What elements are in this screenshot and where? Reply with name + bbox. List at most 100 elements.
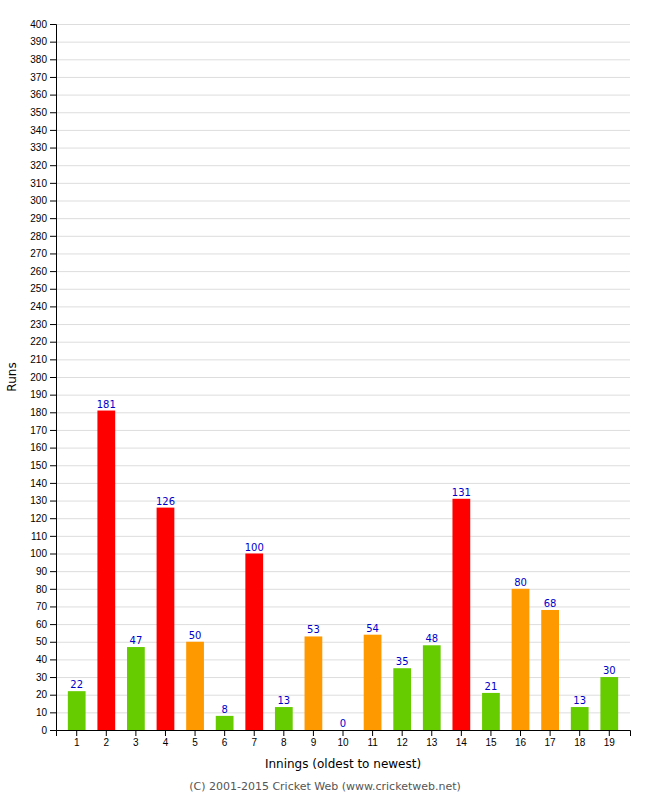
grid-tick <box>56 342 630 343</box>
grid-tick <box>56 236 630 237</box>
grid-tick <box>56 42 630 43</box>
grid-line <box>56 395 630 396</box>
y-tick-mark <box>50 253 56 254</box>
grid-line <box>56 412 630 413</box>
x-axis-title: Innings (oldest to newest) <box>265 757 421 771</box>
grid-tick <box>56 253 630 254</box>
y-tick-mark <box>50 342 56 343</box>
grid-line <box>56 377 630 378</box>
x-tick-label: 1 <box>74 737 80 748</box>
axis-line <box>57 731 631 737</box>
x-tick-mark <box>579 730 580 736</box>
grid-tick <box>56 24 630 25</box>
grid-tick <box>56 271 630 272</box>
y-tick-mark <box>50 24 56 25</box>
grid-line <box>56 501 630 502</box>
y-tick-mark <box>50 218 56 219</box>
x-tick-label: 2 <box>104 737 110 748</box>
data-label: 50 <box>189 630 202 641</box>
bar <box>423 645 441 730</box>
y-tick: 20 <box>36 689 56 700</box>
y-tick-mark <box>50 501 56 502</box>
y-tick-label: 360 <box>30 89 47 100</box>
y-tick: 40 <box>36 654 56 665</box>
bar <box>600 677 618 730</box>
y-tick-label: 0 <box>41 725 47 736</box>
grid-line <box>56 554 630 555</box>
chart-container: 1234567891011121314151617181901020304050… <box>0 0 650 800</box>
y-tick: 210 <box>30 354 56 365</box>
grid-tick <box>56 518 630 519</box>
y-tick-label: 250 <box>30 283 47 294</box>
grid-line <box>56 448 630 449</box>
grid-tick <box>56 483 630 484</box>
data-label: 100 <box>245 542 264 553</box>
y-tick: 110 <box>31 531 56 542</box>
y-tick-label: 400 <box>30 19 47 30</box>
y-tick-mark <box>50 130 56 131</box>
grid-line <box>56 289 630 290</box>
grid-line <box>56 430 630 431</box>
x-tick: 1 <box>74 730 80 748</box>
y-tick-label: 350 <box>30 107 47 118</box>
y-tick-mark <box>50 448 56 449</box>
y-tick: 190 <box>30 389 56 400</box>
y-tick-mark <box>50 712 56 713</box>
y-axis-title: Runs <box>5 362 19 391</box>
bar <box>245 554 263 731</box>
x-tick: 17 <box>545 730 557 748</box>
x-tick-label: 17 <box>545 737 557 748</box>
grid-tick <box>56 501 630 502</box>
grid-tick <box>56 130 630 131</box>
y-tick: 200 <box>30 372 56 383</box>
x-tick-label: 3 <box>133 737 139 748</box>
y-tick-mark <box>50 554 56 555</box>
bars <box>68 411 618 730</box>
y-tick: 240 <box>30 301 56 312</box>
y-tick-mark <box>50 271 56 272</box>
grid-line <box>56 359 630 360</box>
x-tick: 11 <box>367 730 378 748</box>
grid-line <box>56 42 630 43</box>
bar <box>541 610 559 730</box>
grid-line <box>56 201 630 202</box>
x-tick-label: 4 <box>163 737 169 748</box>
x-tick-label: 7 <box>251 737 257 748</box>
grid-tick <box>56 448 630 449</box>
y-tick-mark <box>50 695 56 696</box>
data-label: 47 <box>130 635 143 646</box>
y-tick-mark <box>50 606 56 607</box>
y-tick-mark <box>50 112 56 113</box>
y-tick: 30 <box>36 672 56 683</box>
axis-line <box>50 25 57 731</box>
data-label: 80 <box>514 577 527 588</box>
x-tick-mark <box>609 730 610 736</box>
y-tick-mark <box>50 730 56 731</box>
y-tick: 170 <box>30 425 56 436</box>
data-label: 8 <box>221 704 227 715</box>
grid-tick <box>56 554 630 555</box>
bar <box>186 642 204 730</box>
y-tick-label: 210 <box>30 354 47 365</box>
y-tick-label: 140 <box>30 478 47 489</box>
bar <box>452 499 470 730</box>
bar <box>305 636 323 730</box>
y-tick-label: 90 <box>36 566 48 577</box>
grid-line <box>56 130 630 131</box>
x-tick-mark <box>431 730 432 736</box>
y-tick-label: 160 <box>30 442 47 453</box>
y-axis: 0102030405060708090100110120130140150160… <box>30 19 56 736</box>
grid-line <box>56 112 630 113</box>
grid-line <box>56 236 630 237</box>
y-tick-mark <box>50 589 56 590</box>
grid-line <box>56 77 630 78</box>
grid-tick <box>56 289 630 290</box>
y-tick-mark <box>50 659 56 660</box>
grid-line <box>56 483 630 484</box>
chart-svg: 1234567891011121314151617181901020304050… <box>0 0 650 800</box>
y-tick: 70 <box>36 601 56 612</box>
y-tick-mark <box>50 306 56 307</box>
grid-tick <box>56 77 630 78</box>
grid-line <box>56 253 630 254</box>
y-tick-label: 180 <box>30 407 47 418</box>
